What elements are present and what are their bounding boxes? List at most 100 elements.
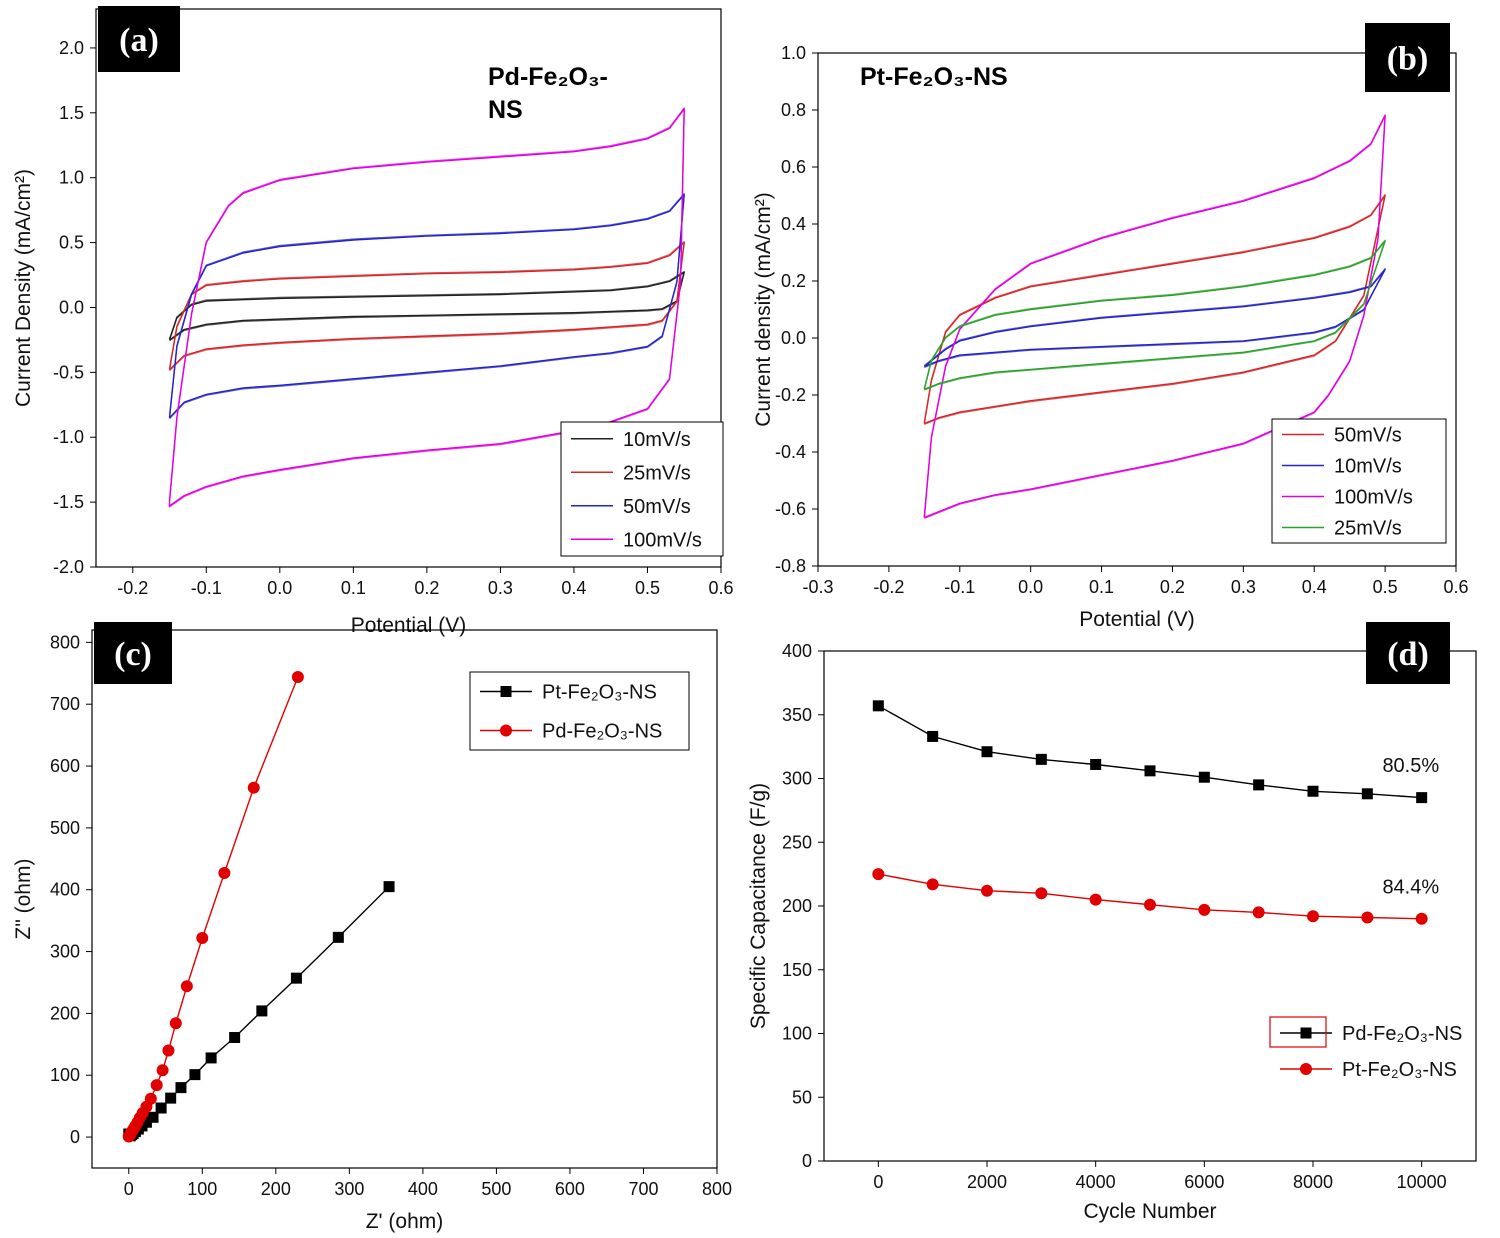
plot-frame [95,8,722,568]
data-point-square [927,730,939,742]
series-line [878,873,1422,920]
series-1 [872,700,1428,804]
x-tick-label: 6000 [1184,1172,1224,1192]
series-line [877,705,1422,799]
x-tick-label: 700 [628,1179,658,1199]
y-tick-label: 200 [50,1003,80,1023]
x-tick-label: 0.5 [1373,577,1398,597]
y-tick-label: 0.8 [781,100,806,120]
x-tick-label: 100 [187,1179,217,1199]
y-tick-label: 2.0 [59,38,84,58]
data-point-square [981,746,993,758]
x-tick-label: 0.5 [635,578,660,598]
data-point-square [205,1052,217,1064]
panel-label: (b) [1387,41,1429,78]
plot-area [168,107,685,508]
legend-highlight-box [1269,1016,1327,1048]
x-tick-label: 0.6 [1443,577,1468,597]
data-point-square [1090,758,1102,770]
x-tick-label: 500 [481,1179,511,1199]
y-tick-label: -0.6 [775,499,806,519]
legend-label: 100mV/s [1334,487,1413,509]
legend-marker-square [1300,1027,1312,1039]
y-tick-label: 700 [50,694,80,714]
data-point-square [175,1082,187,1094]
y-axis-label: Z" (ohm) [12,859,35,940]
y-tick-label: 50 [792,1087,812,1107]
data-point-square [147,1111,159,1123]
plot-area [872,700,1428,925]
material-annotation-line: NS [488,96,523,124]
plot-area [923,114,1386,519]
cv-loop-trace [168,240,685,372]
legend-label: 25mV/s [1334,518,1402,540]
cv-loop-trace [923,114,1386,519]
cv-loop-trace [168,241,685,371]
legend: 10mV/s 25mV/s 50mV/s 100mV/s [560,421,724,557]
data-point-circle [196,931,209,944]
cv-loop-trace [168,270,685,342]
x-tick-label: 300 [334,1179,364,1199]
data-point-square [256,1005,268,1017]
data-point-circle [169,1017,182,1030]
legend-label: Pt-Fe₂O₃-NS [542,682,657,704]
data-point-circle [144,1092,157,1105]
legend-box [1271,418,1447,544]
series-4 [168,107,685,508]
y-tick-label: 0.2 [781,271,806,291]
data-point-circle [1198,903,1211,916]
retention-annotation: 84.4% [1382,876,1439,898]
data-point-square [1144,765,1156,777]
series-3 [923,114,1386,519]
x-tick-label: 4000 [1076,1172,1116,1192]
series-2 [923,268,1386,368]
data-point-square [189,1069,201,1081]
data-point-square [1361,788,1373,800]
plot-area [122,670,395,1143]
legend-box [469,671,690,751]
y-tick-label: 0.0 [781,328,806,348]
data-point-circle [1415,912,1428,925]
legend-label: 50mV/s [623,496,691,518]
y-tick-label: 0.4 [781,214,806,234]
data-point-circle [180,980,193,993]
y-tick-label: 400 [782,641,812,661]
data-point-square [1416,792,1428,804]
y-tick-label: 1.0 [59,168,84,188]
cv-loop-trace [923,194,1386,425]
x-axis-label: Z' (ohm) [366,1210,444,1233]
data-point-circle [1252,906,1265,919]
series-2 [168,240,685,372]
y-tick-label: -0.8 [775,556,806,576]
plot-frame [91,629,718,1169]
data-point-circle [1144,898,1156,911]
x-tick-label: 0.4 [1302,577,1327,597]
legend-marker-square [500,686,512,697]
legend: Pd-Fe₂O₃-NS Pt-Fe₂O₃-NS [1269,1016,1462,1081]
panel-c: 0 100 200 300 400 500 600 700 800 0 100 200 300 400 50… [12,622,732,1233]
series-2 [872,868,1428,925]
y-axis-label: Specific Capacitance (F/g) [747,783,770,1029]
data-point-square [1035,753,1047,765]
y-tick-label: 0 [70,1127,80,1147]
data-point-circle [291,670,304,683]
data-point-square [140,1116,152,1128]
data-point-circle [981,884,993,897]
series-line [128,676,299,1137]
material-annotation: Pt-Fe₂O₃-NS [860,63,1008,91]
data-point-circle [218,867,231,880]
data-point-square [290,972,302,984]
y-tick-label: 300 [50,942,80,962]
x-tick-label: 400 [408,1179,438,1199]
x-tick-label: -0.1 [191,578,222,598]
data-point-square [229,1032,241,1044]
legend-label: 10mV/s [1334,456,1402,478]
data-point-circle [1035,887,1048,900]
x-axis-label: Cycle Number [1083,1200,1216,1223]
x-axis-label: Potential (V) [1079,608,1195,631]
y-tick-label: 150 [782,960,812,980]
x-tick-label: 0 [124,1179,134,1199]
cv-loop-trace [168,107,685,508]
legend-label: 25mV/s [623,462,691,484]
y-tick-label: 100 [782,1024,812,1044]
